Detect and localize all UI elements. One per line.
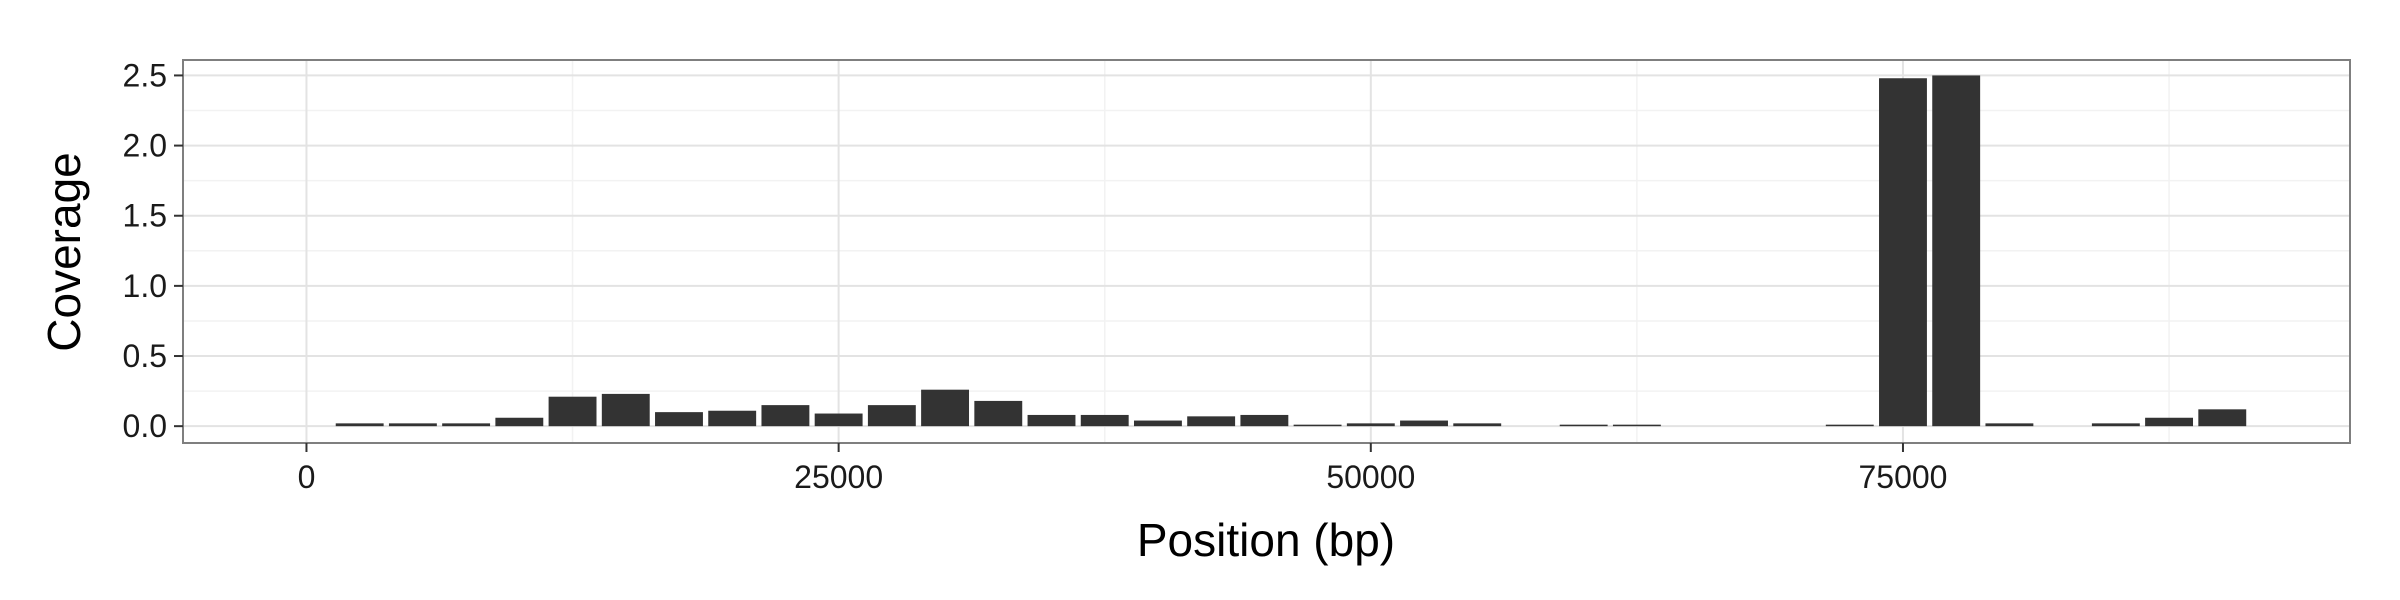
bar <box>1612 424 1661 427</box>
y-tick-label: 2.5 <box>123 57 167 93</box>
bar <box>1346 423 1395 427</box>
bar <box>1400 420 1448 427</box>
bar <box>814 413 863 427</box>
bar <box>1825 424 1874 427</box>
bar <box>1985 423 2034 427</box>
bar <box>1080 414 1129 427</box>
bar <box>1932 75 1981 427</box>
bar <box>1559 424 1608 427</box>
plot-border <box>182 59 2351 444</box>
x-tick-label: 0 <box>298 459 316 495</box>
x-axis-title: Position (bp) <box>1137 514 1395 566</box>
bar <box>867 405 916 427</box>
bar <box>708 410 757 427</box>
bar <box>1879 78 1927 427</box>
y-tick-label: 0.0 <box>123 408 167 444</box>
bar <box>1027 414 1076 427</box>
bar <box>1187 416 1236 427</box>
x-tick-label: 50000 <box>1326 459 1415 495</box>
y-tick-label: 0.5 <box>123 338 167 374</box>
bar <box>2198 409 2247 427</box>
bar <box>388 423 437 427</box>
bar <box>2091 423 2140 427</box>
x-tick-label: 75000 <box>1858 459 1947 495</box>
x-axis: 0 25000 50000 75000 <box>298 443 1947 495</box>
bar <box>335 423 384 427</box>
x-tick-label: 25000 <box>794 459 883 495</box>
minor-gridlines <box>183 60 2350 443</box>
bar <box>1293 424 1342 427</box>
bar <box>655 412 703 427</box>
y-tick-label: 1.0 <box>123 268 167 304</box>
bar <box>601 393 650 427</box>
bar <box>495 417 544 427</box>
y-tick-label: 2.0 <box>123 128 167 164</box>
bar <box>921 389 970 427</box>
bar <box>2145 417 2194 427</box>
bar <box>1240 414 1289 427</box>
bar <box>1133 420 1182 427</box>
bar <box>1453 423 1502 427</box>
y-axis-title: Coverage <box>38 152 90 351</box>
bars-layer <box>335 75 2247 427</box>
y-axis: 0.0 0.5 1.0 1.5 2.0 2.5 <box>123 57 183 444</box>
bar <box>761 405 810 427</box>
y-tick-label: 1.5 <box>123 198 167 234</box>
bar <box>548 396 597 427</box>
bar <box>442 423 491 427</box>
bar <box>974 400 1023 427</box>
